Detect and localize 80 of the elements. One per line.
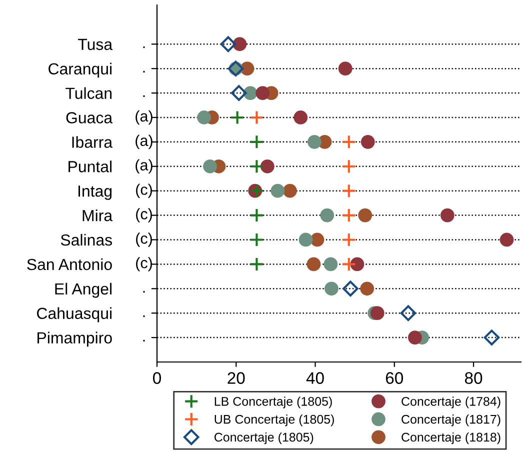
y2-tick-label: (c) <box>136 208 152 222</box>
legend-label: Concertaje (1817) <box>402 414 500 426</box>
x-tick-label: 80 <box>464 372 482 384</box>
x-tick-label: 40 <box>306 372 324 384</box>
point <box>203 159 217 174</box>
y2-tick-label: (a) <box>136 134 152 150</box>
y-tick-label: Cahuasqui <box>37 307 112 322</box>
point <box>342 208 356 223</box>
point <box>220 36 236 52</box>
y2-tick-label: (c) <box>136 232 152 247</box>
point <box>320 208 334 222</box>
point <box>440 208 454 222</box>
point <box>360 134 375 149</box>
y2-tick-label: (c) <box>136 257 152 272</box>
y2-tick-label: . <box>143 340 145 342</box>
y2-tick-label: (c) <box>136 184 152 198</box>
legend-label: Concertaje (1818) <box>402 432 500 444</box>
y2-tick-label: (a) <box>136 159 152 174</box>
y-tick-label: Tusa <box>78 38 113 50</box>
legend-label: Concertaje (1805) <box>214 432 314 444</box>
point <box>240 62 254 76</box>
legend-label: LB Concertaje (1805) <box>214 396 332 408</box>
point <box>230 110 245 125</box>
y-tick-label: Mira <box>82 210 113 222</box>
point <box>408 330 422 344</box>
point <box>400 305 416 322</box>
legend-label: Concertaje (1784) <box>402 396 500 408</box>
y-tick-label: Pimampiro <box>38 332 112 347</box>
y2-tick-label: . <box>143 315 145 318</box>
point <box>310 232 324 247</box>
point <box>342 280 358 297</box>
point <box>500 232 514 247</box>
y-tick-label: San Antonio <box>27 258 112 270</box>
x-tick-label: 0 <box>153 372 161 384</box>
x-tick-label: 60 <box>386 372 404 384</box>
point <box>260 159 274 174</box>
y-tick-label: Tulcan <box>66 87 112 99</box>
y2-tick-label: (a) <box>136 110 152 125</box>
point <box>298 232 313 247</box>
point <box>358 208 372 222</box>
x-tick-label: 20 <box>228 372 245 384</box>
point <box>249 134 264 150</box>
y-tick-label: El Angel <box>55 282 112 298</box>
point <box>324 257 338 272</box>
y2-tick-label: . <box>143 70 145 73</box>
legend-label: UB Concertaje (1805) <box>214 414 334 426</box>
point <box>484 330 500 346</box>
point <box>249 159 264 174</box>
point <box>342 159 356 174</box>
point <box>232 37 247 52</box>
point <box>342 184 356 198</box>
y-tick-label: Guaca <box>66 112 113 124</box>
point <box>256 86 270 100</box>
point <box>230 85 247 101</box>
point <box>324 282 338 296</box>
point <box>249 232 264 248</box>
point <box>342 134 356 150</box>
y-tick-label: Puntal <box>68 160 112 172</box>
y2-tick-label: . <box>143 290 145 293</box>
y-tick-label: Salinas <box>60 234 112 246</box>
point <box>342 232 356 248</box>
point <box>306 257 321 272</box>
point <box>249 110 264 125</box>
point <box>270 184 285 198</box>
point <box>360 282 374 296</box>
y2-tick-label: . <box>143 95 145 97</box>
y2-tick-label: . <box>143 46 145 48</box>
point <box>249 256 264 272</box>
y-tick-label: Caranqui <box>48 62 112 78</box>
point <box>249 208 264 223</box>
point <box>342 256 356 272</box>
point <box>282 184 297 198</box>
point <box>350 257 364 272</box>
y-tick-label: Intag <box>78 186 112 200</box>
point <box>308 134 322 149</box>
point <box>294 110 308 124</box>
point <box>338 62 352 76</box>
point <box>197 110 212 124</box>
y-tick-label: Ibarra <box>72 136 113 148</box>
point <box>370 306 384 320</box>
